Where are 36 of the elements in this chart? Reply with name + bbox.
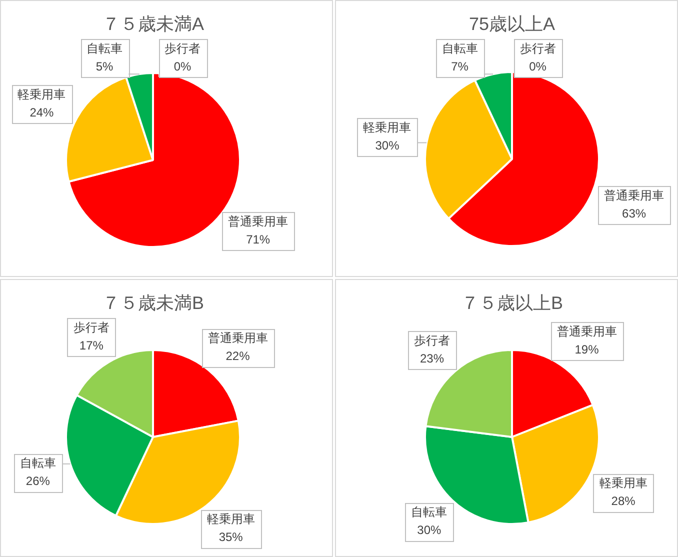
slice-label: 普通乗用車	[228, 214, 288, 228]
slice-label: 歩行者	[414, 333, 450, 348]
slice-label: 普通乗用車	[604, 188, 664, 202]
data-label: 30%	[417, 522, 442, 537]
data-label: 30%	[375, 138, 400, 153]
data-label: 63%	[622, 206, 646, 220]
chart-title: ７５歳未満B	[102, 292, 204, 313]
data-label: 24%	[30, 105, 54, 120]
slice-label: 自転車	[86, 41, 123, 56]
chart-title: 75歳以上A	[468, 14, 556, 34]
slice-label: 普通乗用車	[556, 324, 617, 338]
slice-label: 自転車	[20, 456, 56, 470]
slice-label: 軽乗用車	[18, 87, 66, 102]
data-label: 7%	[451, 59, 469, 74]
category-label: 歩行者	[164, 41, 201, 56]
data-label: 71%	[246, 232, 270, 246]
data-label: 23%	[420, 351, 444, 366]
data-label: 19%	[574, 342, 600, 356]
data-label: 28%	[611, 494, 636, 508]
slice-label: 軽乗用車	[363, 120, 412, 135]
data-label: 5%	[96, 59, 114, 74]
data-label: 26%	[26, 474, 50, 488]
slice-label: 軽乗用車	[599, 476, 648, 490]
data-label: 22%	[226, 348, 250, 363]
slice-label: 普通乗用車	[208, 330, 268, 345]
slice-label: 軽乗用車	[206, 512, 255, 526]
text: 0%	[174, 59, 192, 74]
category-label: 歩行者	[520, 41, 556, 56]
slice-label: 歩行者	[73, 320, 110, 334]
data-label: 35%	[218, 530, 244, 544]
slice-label: 自転車	[411, 504, 448, 519]
chart-title: ７５歳以上B	[460, 292, 564, 313]
chart-title: ７５歳未満A	[102, 14, 204, 34]
data-label: 17%	[79, 338, 104, 352]
slice-label: 自転車	[442, 41, 478, 56]
text: 0%	[529, 59, 546, 74]
